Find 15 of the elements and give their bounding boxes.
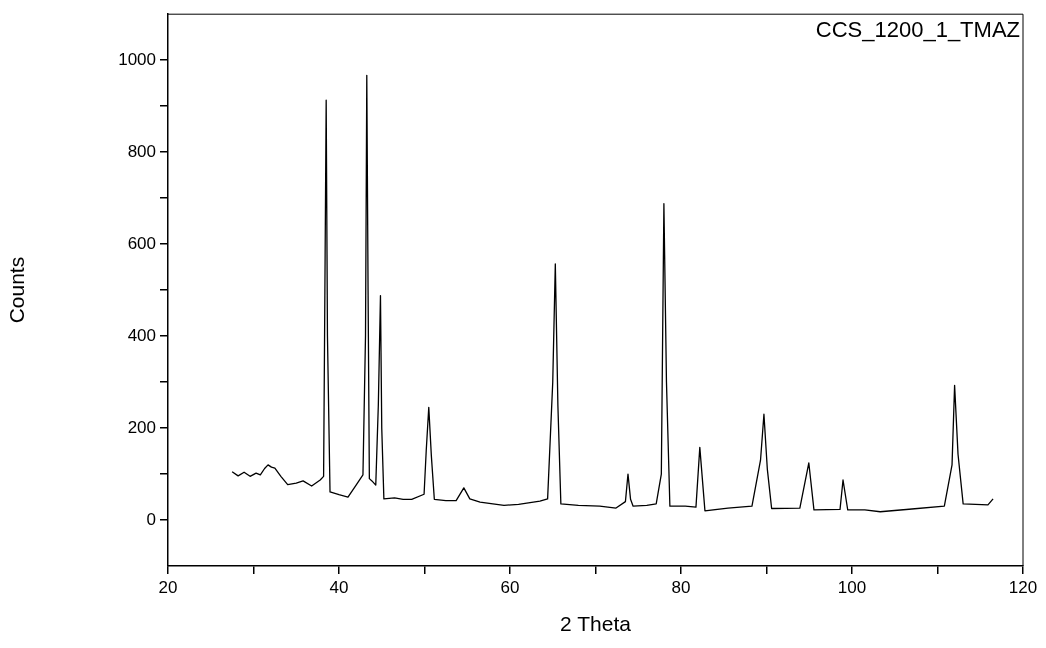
y-tick-label: 1000 bbox=[118, 49, 156, 69]
x-tick-label: 40 bbox=[329, 577, 349, 597]
x-tick-label: 60 bbox=[500, 577, 520, 597]
y-tick-label: 600 bbox=[127, 233, 156, 253]
x-tick-label: 120 bbox=[1008, 577, 1038, 597]
annotation: CCS_1200_1_TMAZ bbox=[815, 17, 1020, 43]
y-tick-label: 400 bbox=[127, 325, 156, 345]
y-axis-title: Counts bbox=[5, 256, 29, 324]
x-tick-label: 20 bbox=[158, 577, 178, 597]
x-tick-label: 100 bbox=[837, 577, 867, 597]
y-tick-label: 0 bbox=[146, 509, 156, 529]
x-axis-title: 2 Theta bbox=[560, 612, 632, 636]
y-tick-label: 200 bbox=[127, 417, 156, 437]
x-tick-label: 80 bbox=[671, 577, 691, 597]
y-tick-label: 800 bbox=[127, 141, 156, 161]
